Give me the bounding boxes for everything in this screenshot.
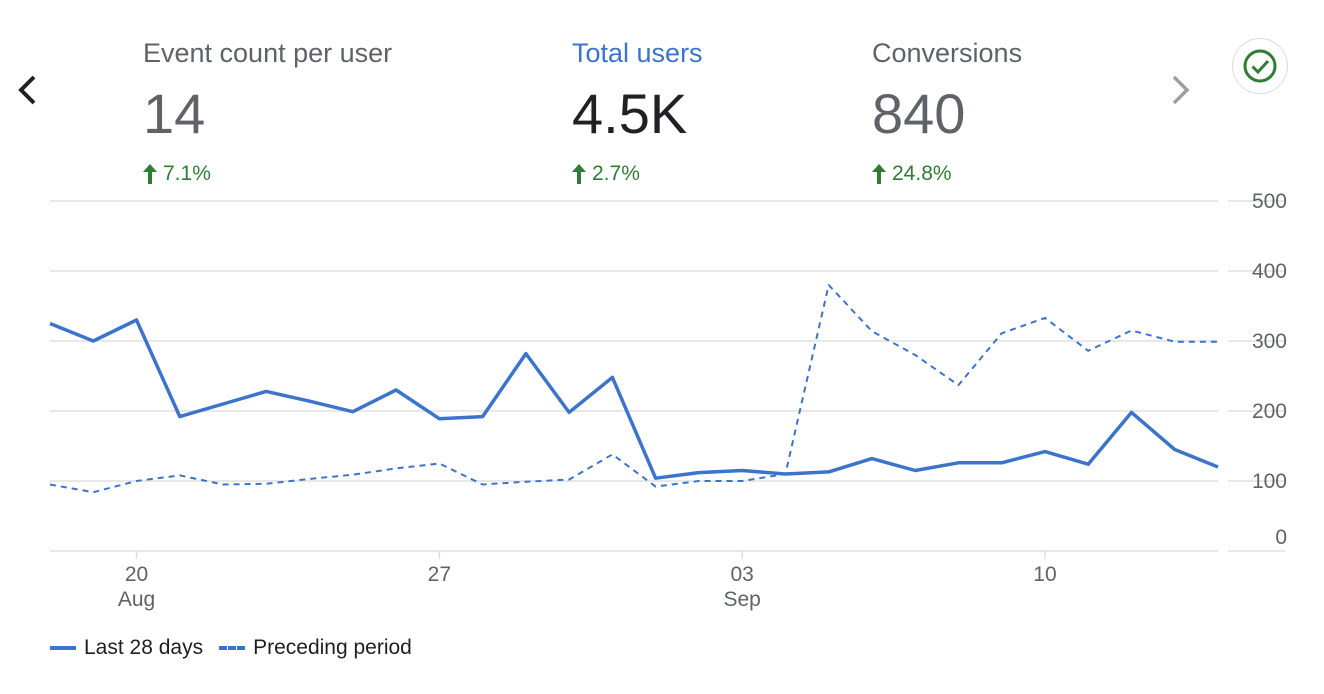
series-line-preceding-period — [49, 284, 1218, 494]
y-axis-ticks: 0 100 200 300 400 500 — [1252, 190, 1287, 549]
metric-card-event-count[interactable]: Event count per user 14 7.1% — [143, 36, 392, 186]
next-metrics-button[interactable] — [1164, 68, 1200, 112]
metric-change: 7.1% — [143, 162, 392, 186]
metric-label: Total users — [572, 38, 703, 68]
metric-card-total-users[interactable]: Total users 4.5K 2.7% — [572, 36, 703, 186]
metric-change: 2.7% — [572, 162, 703, 186]
metric-label: Event count per user — [143, 38, 393, 68]
arrow-up-icon — [143, 164, 157, 184]
chevron-right-icon — [1172, 75, 1190, 105]
metric-card-conversions[interactable]: Conversions 840 24.8% — [872, 36, 1022, 186]
metric-change-value: 2.7% — [592, 162, 640, 185]
metric-change: 24.8% — [872, 162, 1022, 186]
metric-label: Conversions — [872, 38, 1023, 68]
x-tick-day: 20 — [125, 563, 148, 586]
y-tick-label: 0 — [1275, 526, 1287, 549]
x-tick-month: Aug — [118, 588, 155, 611]
x-tick-day: 27 — [428, 563, 451, 586]
legend-label: Last 28 days — [84, 636, 204, 659]
metric-value: 14 — [143, 82, 206, 145]
legend-solid-swatch — [50, 646, 76, 650]
x-tick-month: Sep — [723, 588, 760, 611]
arrow-up-icon — [872, 164, 886, 184]
arrow-up-icon — [572, 164, 586, 184]
chart-legend: Last 28 days Preceding period — [50, 636, 428, 660]
y-tick-label: 500 — [1252, 190, 1287, 213]
y-tick-label: 100 — [1252, 470, 1287, 493]
legend-label: Preceding period — [253, 636, 412, 659]
y-tick-label: 400 — [1252, 260, 1287, 283]
legend-item-preceding-period[interactable]: Preceding period — [219, 636, 412, 660]
legend-item-last-28-days[interactable]: Last 28 days — [50, 636, 203, 660]
y-tick-label: 300 — [1252, 330, 1287, 353]
metric-change-value: 24.8% — [892, 162, 952, 185]
check-circle-icon — [1243, 49, 1277, 83]
chevron-left-icon — [18, 75, 36, 105]
y-tick-label: 200 — [1252, 400, 1287, 423]
series-line-last-28-days — [49, 318, 1219, 480]
metric-change-value: 7.1% — [163, 162, 211, 185]
metric-value: 840 — [872, 82, 966, 145]
insights-check-button[interactable] — [1232, 38, 1288, 94]
chart-gridlines — [50, 200, 1285, 552]
legend-dashed-swatch — [219, 646, 246, 650]
chart-series — [49, 284, 1219, 494]
previous-metrics-button[interactable] — [10, 68, 46, 112]
x-tick-day: 03 — [730, 563, 753, 586]
metric-value: 4.5K — [572, 82, 688, 145]
x-tick-day: 10 — [1033, 563, 1056, 586]
